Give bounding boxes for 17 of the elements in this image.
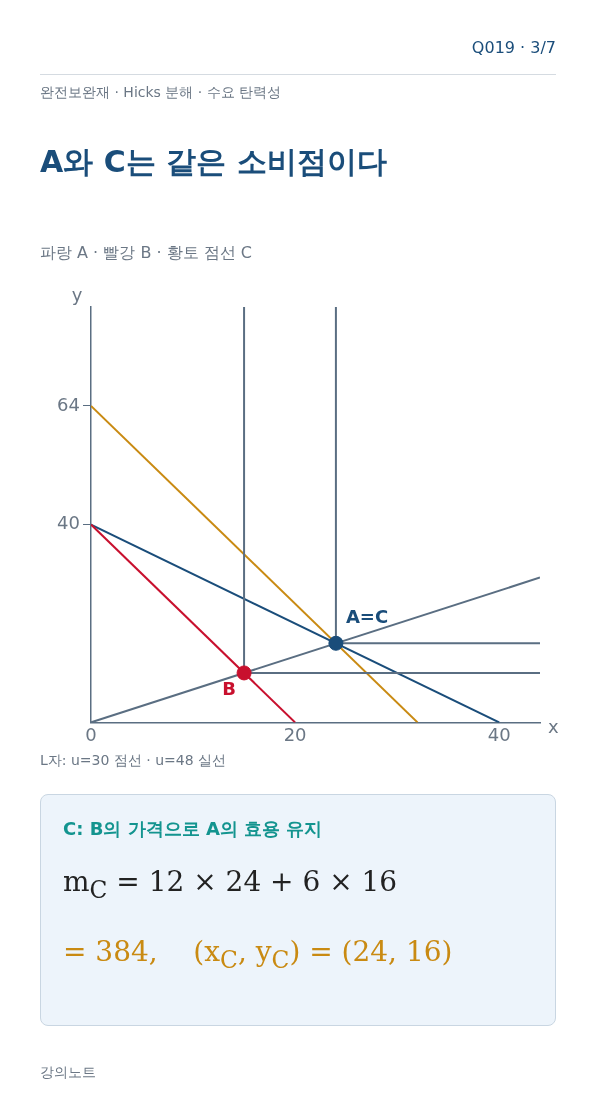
text: 강의노트	[40, 1064, 96, 1082]
annotation: B	[222, 677, 237, 699]
y-axis-title: y	[71, 283, 83, 305]
chart-title: A와 C는 같은 소비점이다	[40, 143, 387, 181]
x-axis-title: x	[548, 716, 559, 738]
x-tick-label: 40	[487, 723, 511, 745]
annotation: A=C	[345, 605, 389, 627]
text: m$_{C}$ = 12 × 24 + 6 × 16	[63, 865, 398, 904]
text: L자: u=30 점선 · u=48 실선	[40, 752, 227, 770]
chart-subtitle: 파랑 A · 빨강 B · 황토 점선 C	[40, 243, 252, 264]
x-tick-label: 0	[85, 723, 97, 745]
text: Q019 · 3/7	[471, 38, 556, 57]
x-tick-label: 20	[283, 723, 307, 745]
text: 완전보완재 · Hicks 분해 · 수요 탄력성	[40, 84, 282, 102]
text: = 384, (x$_{C}$, y$_{C}$) = (24, 16)	[63, 935, 453, 974]
y-tick-label: 64	[57, 393, 80, 415]
text: C: B의 가격으로 A의 효용 유지	[63, 817, 323, 841]
